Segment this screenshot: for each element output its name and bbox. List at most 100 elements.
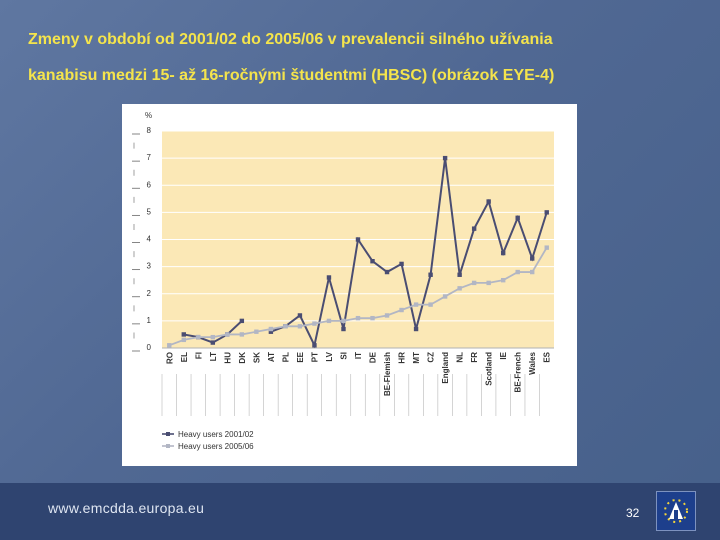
series-1-point-EL: [181, 337, 186, 343]
x-tick-label-IT: IT: [354, 352, 363, 359]
emcdda-logo: [656, 491, 696, 531]
series-1-point-BE-French: [515, 269, 520, 275]
footer-url[interactable]: www.emcdda.europa.eu: [48, 500, 205, 516]
series-0-point-ES: [544, 210, 549, 215]
series-0-point-Wales: [530, 256, 535, 261]
series-0-point-BE-French: [515, 215, 520, 220]
y-tick-label-1: 1: [147, 316, 152, 325]
line-chart: 0 1 2 3 4 5 6 7 8% RO EL FI LT HU DK SK AT PL EE PT LV SI IT DE…: [132, 111, 554, 451]
series-0-point-DK: [239, 318, 245, 324]
x-tick-label-HU: HU: [223, 352, 232, 364]
series-0-point-AT: [268, 329, 274, 334]
series-1-point-SI: [341, 318, 346, 324]
series-1-point-IE: [500, 277, 506, 283]
legend-swatch-marker-0: [166, 432, 170, 436]
x-tick-label-England: England: [441, 352, 450, 384]
x-tick-label-PT: PT: [310, 352, 319, 362]
x-tick-label-Wales: Wales: [528, 351, 537, 374]
x-tick-label-FR: FR: [470, 352, 479, 363]
x-tick-label-BE-French: BE-French: [514, 352, 523, 393]
series-0-point-LT: [210, 340, 216, 345]
series-1-point-CZ: [428, 302, 433, 307]
series-1-point-RO: [167, 343, 172, 348]
series-1-point-DE: [370, 315, 375, 321]
series-1-point-FI: [196, 334, 201, 340]
series-0-point-England: [442, 155, 448, 161]
series-0-point-NL: [457, 272, 462, 277]
slide-title: Zmeny v období od 2001/02 do 2005/06 v p…: [28, 22, 698, 94]
x-tick-label-EL: EL: [180, 352, 189, 362]
y-axis-label: %: [145, 111, 152, 120]
x-tick-label-BE-Flemish: BE-Flemish: [383, 352, 392, 396]
series-0-point-Scotland: [486, 199, 491, 204]
x-tick-label-RO: RO: [165, 352, 174, 364]
series-1-point-PT: [312, 321, 317, 326]
y-tick-label-8: 8: [147, 126, 152, 135]
y-tick-label-0: 0: [147, 343, 152, 352]
series-1-point-BE-Flemish: [384, 313, 390, 318]
x-tick-label-MT: MT: [412, 352, 421, 364]
x-tick-label-PL: PL: [281, 352, 290, 362]
series-1-point-Scotland: [486, 280, 491, 286]
series-1-point-NL: [457, 286, 462, 291]
x-tick-label-DK: DK: [238, 352, 247, 364]
footer-bar: www.emcdda.europa.eu 32: [0, 483, 720, 540]
x-tick-label-AT: AT: [267, 352, 276, 362]
series-1-point-EE: [297, 324, 303, 329]
series-0-point-EL: [181, 332, 186, 337]
series-0-point-BE-Flemish: [384, 269, 390, 275]
series-1-point-HR: [399, 307, 404, 313]
series-1-point-AT: [268, 326, 274, 332]
x-tick-label-SK: SK: [252, 352, 261, 363]
x-tick-label-EE: EE: [296, 351, 305, 362]
series-0-point-LV: [326, 275, 332, 280]
x-tick-label-HR: HR: [398, 352, 407, 364]
legend-label-0: Heavy users 2001/02: [178, 430, 254, 439]
series-1-point-SK: [254, 329, 259, 334]
series-0-point-FR: [471, 226, 477, 231]
series-0-point-IE: [500, 250, 506, 256]
x-tick-label-IE: IE: [499, 351, 508, 359]
x-tick-label-DE: DE: [369, 351, 378, 363]
slide-title-line-2: kanabisu medzi 15- až 16-ročnými študent…: [28, 67, 555, 84]
series-0-point-SI: [341, 326, 346, 332]
series-0-point-DE: [370, 259, 375, 264]
series-0-point-PT: [312, 343, 317, 348]
series-0-point-IT: [355, 237, 361, 242]
y-tick-label-6: 6: [147, 180, 152, 189]
y-tick-label-5: 5: [147, 207, 152, 216]
y-tick-label-3: 3: [147, 262, 152, 271]
y-tick-label-7: 7: [147, 153, 152, 162]
series-1-point-Wales: [530, 269, 535, 275]
series-1-point-HU: [225, 332, 230, 337]
y-tick-label-4: 4: [147, 235, 152, 244]
y-tick-label-2: 2: [147, 289, 152, 298]
series-0-point-EE: [297, 313, 303, 318]
legend-swatch-marker-1: [166, 444, 170, 448]
x-tick-label-LT: LT: [209, 352, 218, 361]
series-1-point-DK: [239, 332, 245, 337]
series-1-point-LV: [326, 318, 332, 324]
slide-title-line-1: Zmeny v období od 2001/02 do 2005/06 v p…: [28, 31, 553, 48]
series-1-point-FR: [471, 280, 477, 286]
series-1-point-ES: [544, 245, 549, 250]
series-1-point-MT: [413, 302, 419, 307]
emcdda-logo-icon: [664, 499, 688, 523]
x-tick-label-NL: NL: [456, 352, 465, 363]
series-0-point-CZ: [428, 272, 433, 277]
legend-label-1: Heavy users 2005/06: [178, 442, 254, 451]
series-1-point-IT: [355, 315, 361, 321]
page-number: 32: [626, 506, 640, 520]
series-1-point-England: [442, 294, 448, 299]
chart-panel: 0 1 2 3 4 5 6 7 8% RO EL FI LT HU DK SK AT PL EE PT LV SI IT DE…: [122, 104, 577, 466]
series-0-point-MT: [413, 326, 419, 332]
series-0-point-HR: [399, 261, 404, 267]
x-tick-label-SI: SI: [339, 352, 348, 360]
x-tick-label-Scotland: Scotland: [485, 352, 494, 386]
x-tick-label-ES: ES: [543, 351, 552, 362]
series-0-line-1: [270, 158, 548, 349]
x-tick-label-CZ: CZ: [427, 352, 436, 363]
series-1-point-LT: [210, 334, 216, 340]
series-1-point-PL: [283, 324, 288, 329]
x-tick-label-FI: FI: [194, 352, 203, 359]
